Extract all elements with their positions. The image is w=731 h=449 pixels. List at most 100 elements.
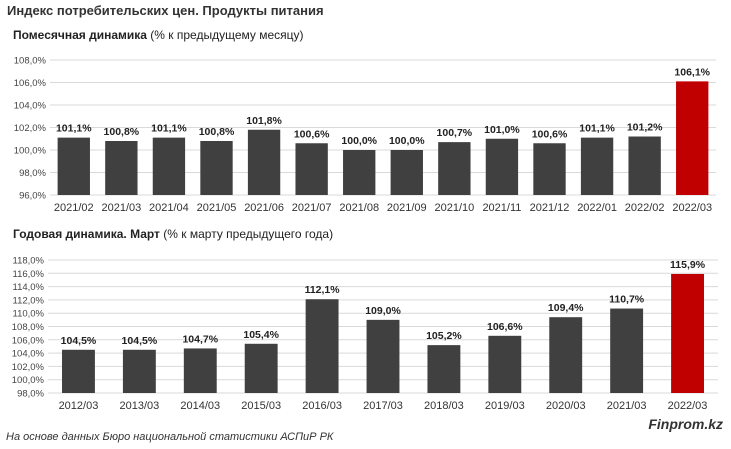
monthly-xtick-label: 2021/10 — [434, 202, 474, 214]
monthly-data-label: 100,8% — [199, 126, 235, 138]
monthly-bar-2021-05 — [200, 141, 233, 195]
annual-data-label: 110,7% — [609, 294, 645, 306]
annual-bar-2013-03 — [122, 349, 156, 393]
annual-bar-2015-03 — [244, 343, 278, 393]
annual-bar-2019-03 — [488, 335, 522, 393]
brand-logo[interactable]: Finprom.kz — [648, 416, 723, 432]
monthly-data-label: 106,1% — [674, 66, 710, 78]
monthly-data-label: 101,0% — [484, 124, 520, 136]
monthly-bar-2022-02 — [628, 136, 661, 195]
monthly-ytick-label: 96,0% — [19, 191, 46, 202]
annual-ytick-label: 104,0% — [12, 349, 45, 360]
monthly-data-label: 101,1% — [579, 123, 615, 135]
annual-data-label: 109,0% — [365, 305, 401, 317]
monthly-data-label: 100,6% — [294, 128, 330, 140]
chart2-title: Годовая динамика. Март (% к марту предыд… — [13, 227, 333, 241]
monthly-bar-2021-06 — [247, 129, 281, 195]
annual-data-label: 104,5% — [61, 335, 97, 347]
monthly-data-label: 101,1% — [151, 123, 187, 135]
monthly-ytick-label: 98,0% — [19, 168, 46, 179]
annual-data-label: 104,7% — [182, 333, 218, 345]
annual-ytick-label: 106,0% — [12, 335, 45, 346]
monthly-data-label: 101,1% — [56, 123, 92, 135]
annual-bar-2018-03 — [427, 345, 461, 393]
annual-xtick-label: 2013/03 — [119, 400, 159, 412]
chart2-title-rest: (% к марту предыдущего года) — [159, 227, 334, 241]
annual-ytick-label: 110,0% — [12, 309, 44, 320]
annual-data-label: 105,4% — [243, 329, 279, 341]
annual-xtick-label: 2015/03 — [241, 400, 281, 412]
annual-ytick-label: 114,0% — [12, 282, 44, 293]
monthly-xtick-label: 2021/02 — [54, 202, 94, 214]
source-footnote: На основе данных Бюро национальной стати… — [6, 431, 334, 443]
annual-xtick-label: 2018/03 — [424, 400, 464, 412]
monthly-xtick-label: 2021/12 — [530, 202, 570, 214]
monthly-data-label: 100,7% — [437, 127, 473, 139]
monthly-xtick-label: 2021/11 — [482, 202, 521, 214]
annual-data-label: 112,1% — [305, 284, 341, 296]
monthly-bar-2022-01 — [580, 137, 614, 195]
annual-ytick-label: 118,0% — [12, 256, 44, 267]
monthly-bar-2021-02 — [57, 137, 90, 195]
annual-data-label: 115,9% — [670, 259, 706, 271]
annual-data-label: 106,6% — [487, 321, 523, 333]
monthly-xtick-label: 2021/08 — [339, 202, 379, 214]
monthly-bar-chart: 96,0% 98,0% 100,0% 102,0% 104,0% 106,0% 108,0%… — [14, 56, 716, 214]
monthly-xtick-label: 2021/07 — [292, 202, 332, 214]
monthly-bar-2022-03 — [676, 81, 709, 195]
monthly-data-label: 100,0% — [341, 135, 377, 147]
annual-bar-2016-03 — [305, 299, 339, 393]
annual-bar-2020-03 — [549, 317, 583, 393]
monthly-xtick-label: 2022/03 — [672, 202, 712, 214]
annual-bar-2021-03 — [610, 308, 644, 393]
annual-xtick-label: 2017/03 — [363, 400, 403, 412]
annual-ytick-label: 98,0% — [17, 389, 44, 400]
annual-xtick-label: 2020/03 — [546, 400, 586, 412]
monthly-ytick-label: 100,0% — [14, 146, 47, 157]
monthly-data-label: 101,2% — [627, 122, 663, 134]
annual-xtick-label: 2016/03 — [302, 400, 342, 412]
monthly-ytick-label: 106,0% — [14, 78, 47, 89]
monthly-xtick-label: 2021/03 — [101, 202, 141, 214]
monthly-xtick-label: 2022/01 — [577, 202, 617, 214]
monthly-xtick-label: 2021/05 — [197, 202, 237, 214]
annual-data-label: 109,4% — [548, 302, 584, 314]
monthly-bar-2021-07 — [295, 143, 328, 195]
monthly-data-label: 101,8% — [246, 115, 282, 127]
monthly-xtick-label: 2022/02 — [625, 202, 665, 214]
annual-data-label: 105,2% — [426, 330, 462, 342]
annual-xtick-label: 2014/03 — [180, 400, 220, 412]
annual-bar-2022-03 — [671, 273, 704, 393]
annual-ytick-label: 116,0% — [12, 269, 44, 280]
annual-ytick-label: 112,0% — [12, 295, 44, 306]
monthly-ytick-label: 108,0% — [14, 56, 47, 67]
annual-data-label: 104,5% — [122, 335, 158, 347]
annual-xtick-label: 2012/03 — [59, 400, 99, 412]
monthly-bar-2021-12 — [533, 143, 566, 195]
monthly-bar-2021-08 — [343, 150, 376, 195]
annual-ytick-label: 108,0% — [12, 322, 45, 333]
annual-xtick-label: 2021/03 — [607, 400, 647, 412]
annual-ytick-label: 102,0% — [12, 362, 45, 373]
annual-bar-chart: 98,0% 100,0% 102,0% 104,0% 106,0% 108,0% 110,0… — [12, 256, 718, 412]
monthly-xtick-label: 2021/09 — [387, 202, 427, 214]
annual-bar-2017-03 — [366, 319, 400, 393]
monthly-data-label: 100,8% — [104, 126, 140, 138]
monthly-data-label: 100,6% — [532, 128, 568, 140]
annual-xtick-label: 2022/03 — [668, 400, 708, 412]
monthly-xtick-label: 2021/04 — [149, 202, 189, 214]
annual-ytick-label: 100,0% — [12, 375, 45, 386]
monthly-data-label: 100,0% — [389, 135, 425, 147]
main-title: Индекс потребительских цен. Продукты пит… — [7, 3, 324, 18]
monthly-bar-2021-10 — [438, 142, 471, 195]
chart2-title-bold: Годовая динамика. Март — [13, 227, 160, 241]
monthly-bar-2021-03 — [105, 141, 138, 195]
annual-bar-2014-03 — [183, 348, 217, 393]
monthly-bar-2021-04 — [152, 137, 186, 195]
chart1-title: Помесячная динамика (% к предыдущему мес… — [13, 28, 304, 42]
monthly-xtick-label: 2021/06 — [244, 202, 284, 214]
monthly-bar-2021-09 — [390, 150, 423, 195]
monthly-bar-2021-11 — [485, 138, 519, 195]
monthly-ytick-label: 104,0% — [14, 101, 47, 112]
annual-bar-2012-03 — [62, 349, 95, 393]
